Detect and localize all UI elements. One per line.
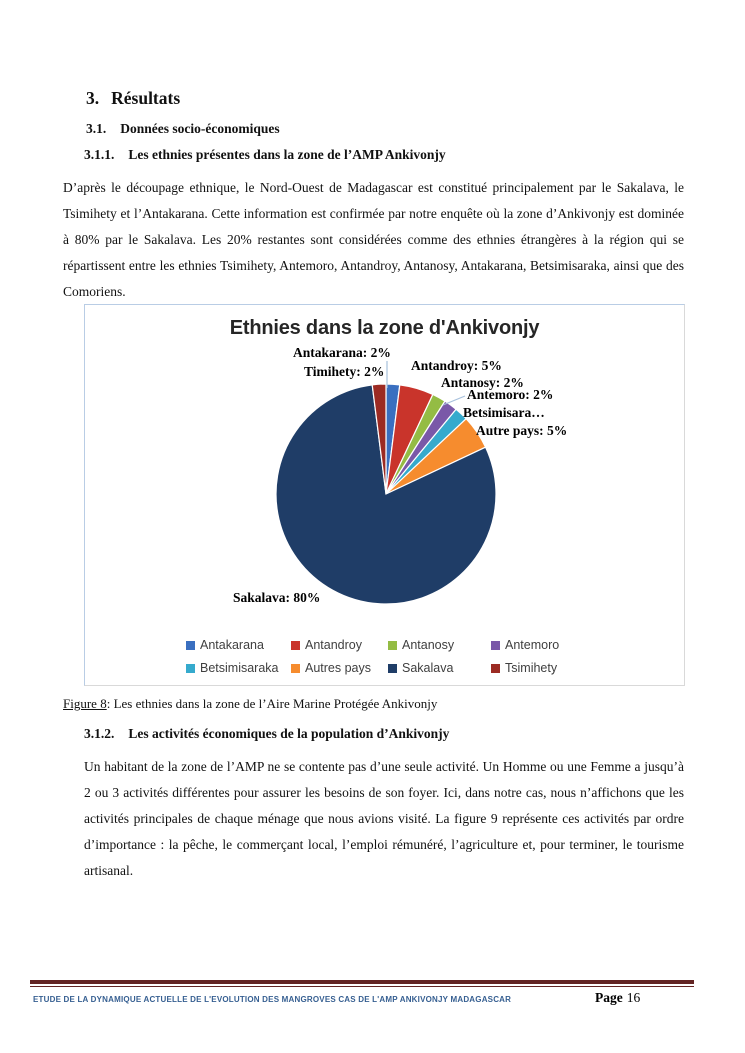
page-label: Page (595, 990, 623, 1005)
footer-rule-thin (30, 986, 694, 987)
footer-study-title: ETUDE DE LA DYNAMIQUE ACTUELLE DE L'EVOL… (33, 995, 512, 1004)
legend-swatch-antandroy (291, 640, 300, 650)
legend-label: Betsimisaraka (200, 661, 279, 675)
legend-item-betsimisaraka: Betsimisaraka (186, 661, 291, 675)
legend-swatch-autres-pays (291, 663, 300, 673)
subsubsection-number: 3.1.1. (84, 147, 115, 162)
pie-label-autres-pays: Autre pays: 5% (476, 423, 568, 438)
page-number: 16 (626, 990, 641, 1005)
pie-leader-line (442, 395, 466, 406)
legend-label: Antanosy (402, 638, 455, 652)
footer-rule-thick (30, 980, 694, 984)
legend-label: Antemoro (505, 638, 560, 652)
pie-label-sakalava: Sakalava: 80% (233, 590, 321, 605)
legend-item-tsimihety: Tsimihety (491, 661, 591, 675)
legend-swatch-tsimihety (491, 663, 500, 673)
subsection-number: 3.1. (86, 121, 107, 136)
subsection-heading-socioeconomic: 3.1. Données socio-économiques (86, 121, 280, 137)
legend-swatch-antemoro (491, 640, 500, 650)
pie-label-antemoro: Antemoro: 2% (467, 387, 554, 402)
subsubsection-heading-activites: 3.1.2. Les activités économiques de la po… (84, 726, 449, 742)
figure-caption: Figure 8: Les ethnies dans la zone de l’… (63, 696, 437, 712)
subsubsection-number: 3.1.2. (84, 726, 115, 741)
footer-page-number: Page 16 (595, 990, 640, 1006)
section-number: 3. (86, 88, 100, 108)
chart-legend: Antakarana Antandroy Antanosy Antemoro B… (186, 638, 591, 675)
legend-item-antakarana: Antakarana (186, 638, 291, 652)
pie-label-tsimihety: Timihety: 2% (304, 364, 385, 379)
legend-label: Antandroy (305, 638, 362, 652)
section-heading-results: 3. Résultats (86, 88, 180, 109)
legend-label: Tsimihety (505, 661, 558, 675)
figure-caption-label: Figure 8 (63, 696, 107, 711)
pie-slice-tsimihety (371, 383, 387, 495)
legend-item-antanosy: Antanosy (388, 638, 491, 652)
pie-label-antakarana: Antakarana: 2% (293, 345, 391, 360)
paragraph-activites: Un habitant de la zone de l’AMP ne se co… (84, 759, 684, 878)
legend-label: Autres pays (305, 661, 372, 675)
section-title: Résultats (111, 88, 181, 108)
legend-item-antandroy: Antandroy (291, 638, 388, 652)
figure-8-chart: Ethnies dans la zone d'Ankivonjy Antakar… (84, 304, 685, 686)
legend-swatch-antakarana (186, 640, 195, 650)
pie-slice-sakalava (275, 384, 497, 605)
legend-swatch-sakalava (388, 663, 397, 673)
figure-caption-text: : Les ethnies dans la zone de l’Aire Mar… (106, 696, 438, 711)
pie-label-antandroy: Antandroy: 5% (411, 358, 502, 373)
legend-item-antemoro: Antemoro (491, 638, 591, 652)
subsubsection-title: Les activités économiques de la populati… (128, 726, 450, 741)
legend-label: Sakalava (402, 661, 454, 675)
pie-label-betsimisaraka: Betsimisara… (463, 405, 545, 420)
subsection-title: Données socio-économiques (120, 121, 280, 136)
legend-label: Antakarana (200, 638, 264, 652)
legend-item-autres-pays: Autres pays (291, 661, 388, 675)
subsubsection-heading-ethnies: 3.1.1. Les ethnies présentes dans la zone… (84, 147, 446, 163)
chart-title: Ethnies dans la zone d'Ankivonjy (229, 317, 540, 339)
paragraph-ethnies: D’après le découpage ethnique, le Nord-O… (63, 180, 684, 299)
legend-swatch-betsimisaraka (186, 663, 195, 673)
pie-label-antanosy: Antanosy: 2% (441, 375, 524, 390)
legend-item-sakalava: Sakalava (388, 661, 491, 675)
subsubsection-title: Les ethnies présentes dans la zone de l’… (128, 147, 446, 162)
pie-chart (275, 361, 497, 605)
legend-swatch-antanosy (388, 640, 397, 650)
